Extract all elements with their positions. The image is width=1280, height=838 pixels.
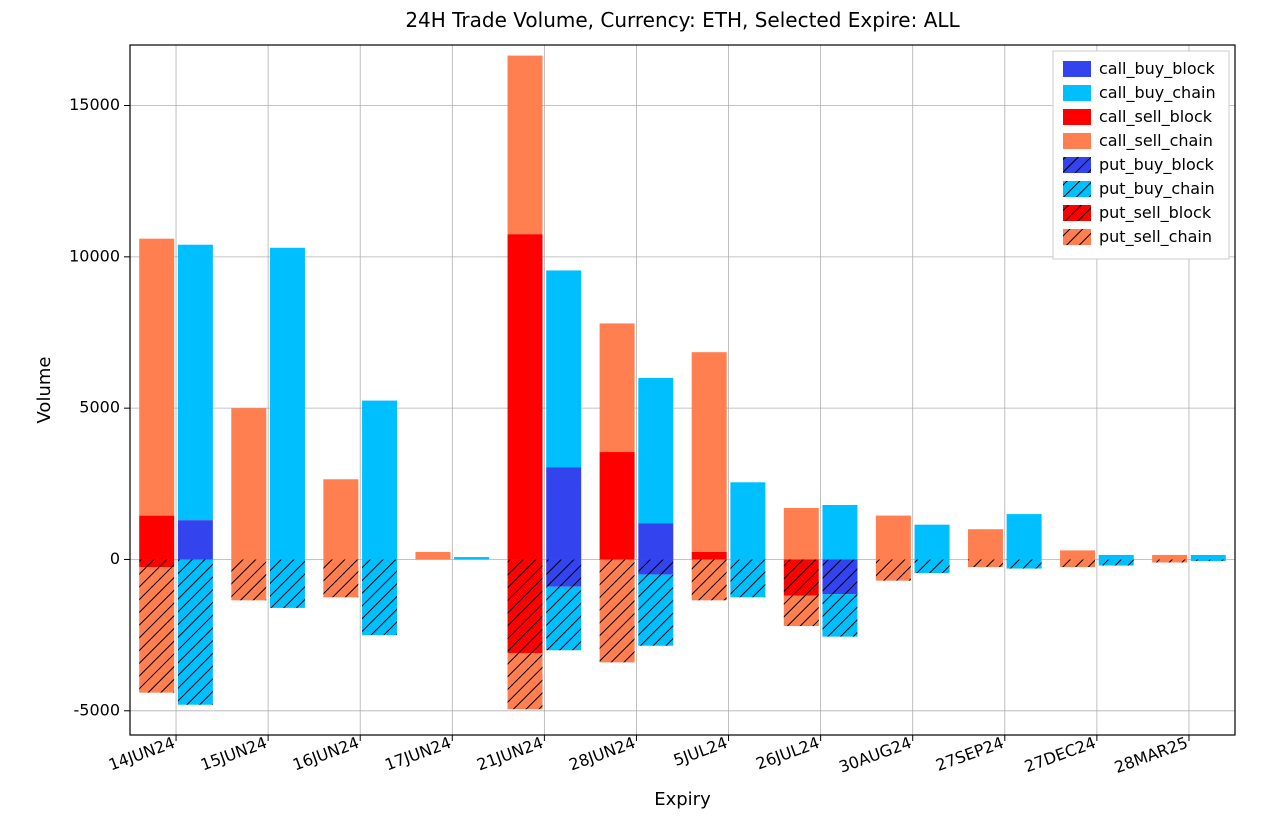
ytick-label: -5000 xyxy=(74,700,121,719)
bar-call_sell_chain xyxy=(968,529,1003,559)
ytick-label: 5000 xyxy=(79,398,120,417)
bar-call_sell_chain xyxy=(692,352,727,552)
legend-label: call_buy_block xyxy=(1099,59,1215,79)
bar-call_sell_chain xyxy=(415,552,450,560)
bar-call_buy_chain xyxy=(1099,555,1134,560)
legend-swatch xyxy=(1063,181,1091,197)
bar-put_buy_chain xyxy=(915,559,950,573)
bar-call_buy_chain xyxy=(638,378,673,523)
legend-swatch xyxy=(1063,85,1091,101)
bar-put_buy_chain xyxy=(1007,559,1042,568)
xtick-label: 5JUL24 xyxy=(671,733,730,770)
bar-put_sell_chain xyxy=(508,653,543,709)
bar-call_buy_chain xyxy=(1191,555,1226,560)
legend-label: call_sell_block xyxy=(1099,107,1213,127)
bar-call_buy_chain xyxy=(730,482,765,559)
ytick-label: 0 xyxy=(110,549,120,568)
xtick-label: 21JUN24 xyxy=(474,733,545,774)
bar-put_sell_chain xyxy=(1152,559,1187,562)
bar-put_buy_chain xyxy=(1099,559,1134,565)
bar-call_sell_chain xyxy=(1060,550,1095,559)
chart-container: -5000 0 5000 10000 15000 14JUN24 15JUN24 16JUN2… xyxy=(0,0,1280,838)
xtick-label: 28JUN24 xyxy=(566,733,637,774)
bar-call_buy_chain xyxy=(270,248,305,560)
bar-put_buy_block xyxy=(638,559,673,574)
bar-put_buy_chain xyxy=(270,559,305,607)
bar-put_sell_block xyxy=(508,559,543,653)
bar-call_sell_chain xyxy=(323,479,358,559)
chart-title: 24H Trade Volume, Currency: ETH, Selecte… xyxy=(405,8,960,32)
bar-put_buy_chain xyxy=(546,587,581,651)
xtick-label: 15JUN24 xyxy=(198,733,269,774)
bar-put_sell_chain xyxy=(231,559,266,600)
bar-call_buy_chain xyxy=(546,270,581,467)
legend-swatch xyxy=(1063,109,1091,125)
xtick-label: 27DEC24 xyxy=(1022,733,1098,776)
bar-call_buy_chain xyxy=(1007,514,1042,559)
ytick-label: 15000 xyxy=(69,95,120,114)
legend-label: call_sell_chain xyxy=(1099,131,1213,151)
legend: call_buy_block call_buy_chain call_sell_bl… xyxy=(1053,51,1229,259)
bar-put_sell_chain xyxy=(139,567,174,693)
bar-call_buy_block xyxy=(546,467,581,559)
bar-put_sell_chain xyxy=(784,596,819,626)
ytick-label: 10000 xyxy=(69,246,120,265)
bar-put_buy_chain xyxy=(362,559,397,635)
legend-swatch xyxy=(1063,157,1091,173)
bar-call_buy_chain xyxy=(178,245,213,520)
bar-call_buy_chain xyxy=(362,401,397,560)
xtick-label: 28MAR25 xyxy=(1112,733,1190,777)
bar-call_sell_chain xyxy=(600,323,635,452)
legend-label: put_sell_chain xyxy=(1099,227,1212,247)
bar-put_buy_chain xyxy=(178,559,213,704)
bar-call_sell_chain xyxy=(784,508,819,559)
bar-call_sell_block xyxy=(600,452,635,559)
xtick-label: 17JUN24 xyxy=(382,733,453,774)
xtick-label: 14JUN24 xyxy=(106,733,177,774)
bar-put_sell_chain xyxy=(600,559,635,662)
bar-put_sell_chain xyxy=(323,559,358,597)
legend-label: put_sell_block xyxy=(1099,203,1212,223)
bar-call_sell_chain xyxy=(1152,555,1187,560)
bar-call_sell_block xyxy=(692,552,727,560)
bar-call_sell_block xyxy=(508,234,543,559)
legend-swatch xyxy=(1063,133,1091,149)
xtick-label: 27SEP24 xyxy=(933,733,1006,775)
bar-put_buy_chain xyxy=(822,594,857,636)
bar-call_sell_chain xyxy=(139,239,174,516)
bar-put_buy_block xyxy=(546,559,581,586)
legend-swatch xyxy=(1063,229,1091,245)
legend-label: put_buy_block xyxy=(1099,155,1215,175)
bar-put_sell_chain xyxy=(968,559,1003,567)
bar-call_sell_block xyxy=(139,516,174,560)
xtick-label: 26JUL24 xyxy=(753,733,822,773)
x-axis-label: Expiry xyxy=(654,789,711,810)
bar-put_sell_chain xyxy=(692,559,727,600)
legend-label: put_buy_chain xyxy=(1099,179,1215,199)
bar-call_sell_chain xyxy=(231,408,266,559)
bar-put_sell_chain xyxy=(1060,559,1095,567)
bar-put_buy_block xyxy=(822,559,857,594)
bar-put_sell_block xyxy=(784,559,819,595)
legend-swatch xyxy=(1063,61,1091,77)
bar-put_buy_chain xyxy=(1191,559,1226,561)
xtick-label: 16JUN24 xyxy=(290,733,361,774)
bar-call_sell_chain xyxy=(508,56,543,235)
bar-put_sell_chain xyxy=(876,559,911,580)
bar-put_buy_chain xyxy=(638,575,673,646)
bar-call_buy_block xyxy=(178,520,213,559)
legend-swatch xyxy=(1063,205,1091,221)
bar-call_buy_chain xyxy=(915,525,950,560)
legend-label: call_buy_chain xyxy=(1099,83,1216,103)
xtick-label: 30AUG24 xyxy=(836,733,914,777)
bar-put_sell_block xyxy=(139,559,174,567)
bar-call_buy_chain xyxy=(454,557,489,559)
y-axis-label: Volume xyxy=(34,357,55,424)
bar-call_buy_chain xyxy=(822,505,857,559)
bar-call_buy_block xyxy=(638,523,673,559)
volume-bar-chart: -5000 0 5000 10000 15000 14JUN24 15JUN24 16JUN2… xyxy=(0,0,1280,838)
bar-put_buy_chain xyxy=(730,559,765,597)
bar-call_sell_chain xyxy=(876,516,911,560)
